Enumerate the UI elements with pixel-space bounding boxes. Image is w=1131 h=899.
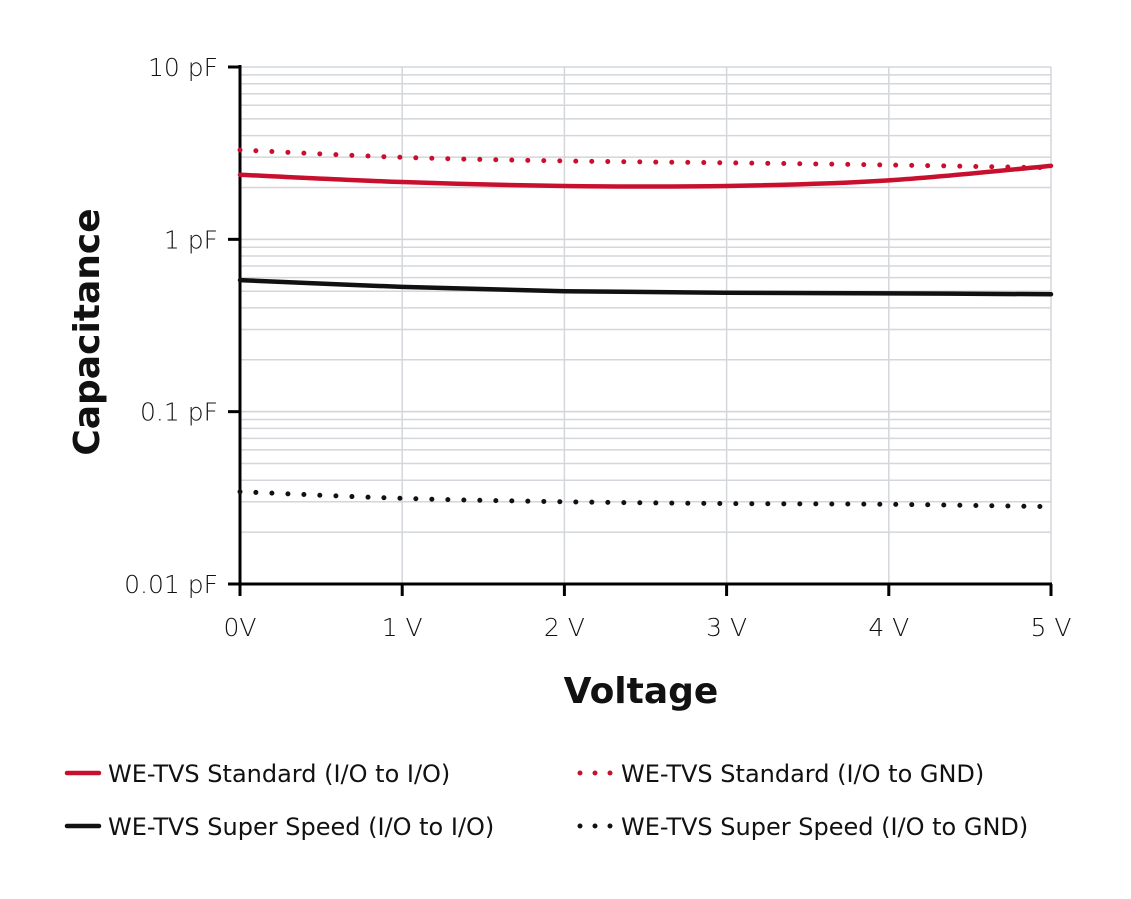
y-tick-label: 0.1 pF (140, 398, 218, 427)
series-line-2 (237, 147, 1054, 171)
series-line-4 (237, 489, 1054, 510)
legend-label: WE-TVS Standard (I/O to GND) (621, 760, 984, 788)
y-axis-label: Capacitance (67, 208, 108, 455)
y-tick-label: 0.01 pF (124, 570, 218, 599)
x-tick-label: 4 V (868, 613, 909, 642)
x-tick-label: 3 V (706, 613, 747, 642)
y-tick-label: 1 pF (164, 225, 218, 254)
x-tick-label: 1 V (382, 613, 423, 642)
legend-label: WE-TVS Super Speed (I/O to I/O) (108, 813, 494, 841)
x-tick-label: 5 V (1031, 613, 1072, 642)
series-line-1 (237, 163, 1054, 189)
x-axis-label: Voltage (564, 671, 719, 712)
x-tick-label: 2 V (544, 613, 585, 642)
series-line-3 (237, 277, 1054, 297)
legend-label: WE-TVS Super Speed (I/O to GND) (621, 813, 1028, 841)
x-tick-label: 0V (223, 613, 256, 642)
legend-label: WE-TVS Standard (I/O to I/O) (108, 760, 450, 788)
y-tick-label: 10 pF (148, 53, 218, 82)
